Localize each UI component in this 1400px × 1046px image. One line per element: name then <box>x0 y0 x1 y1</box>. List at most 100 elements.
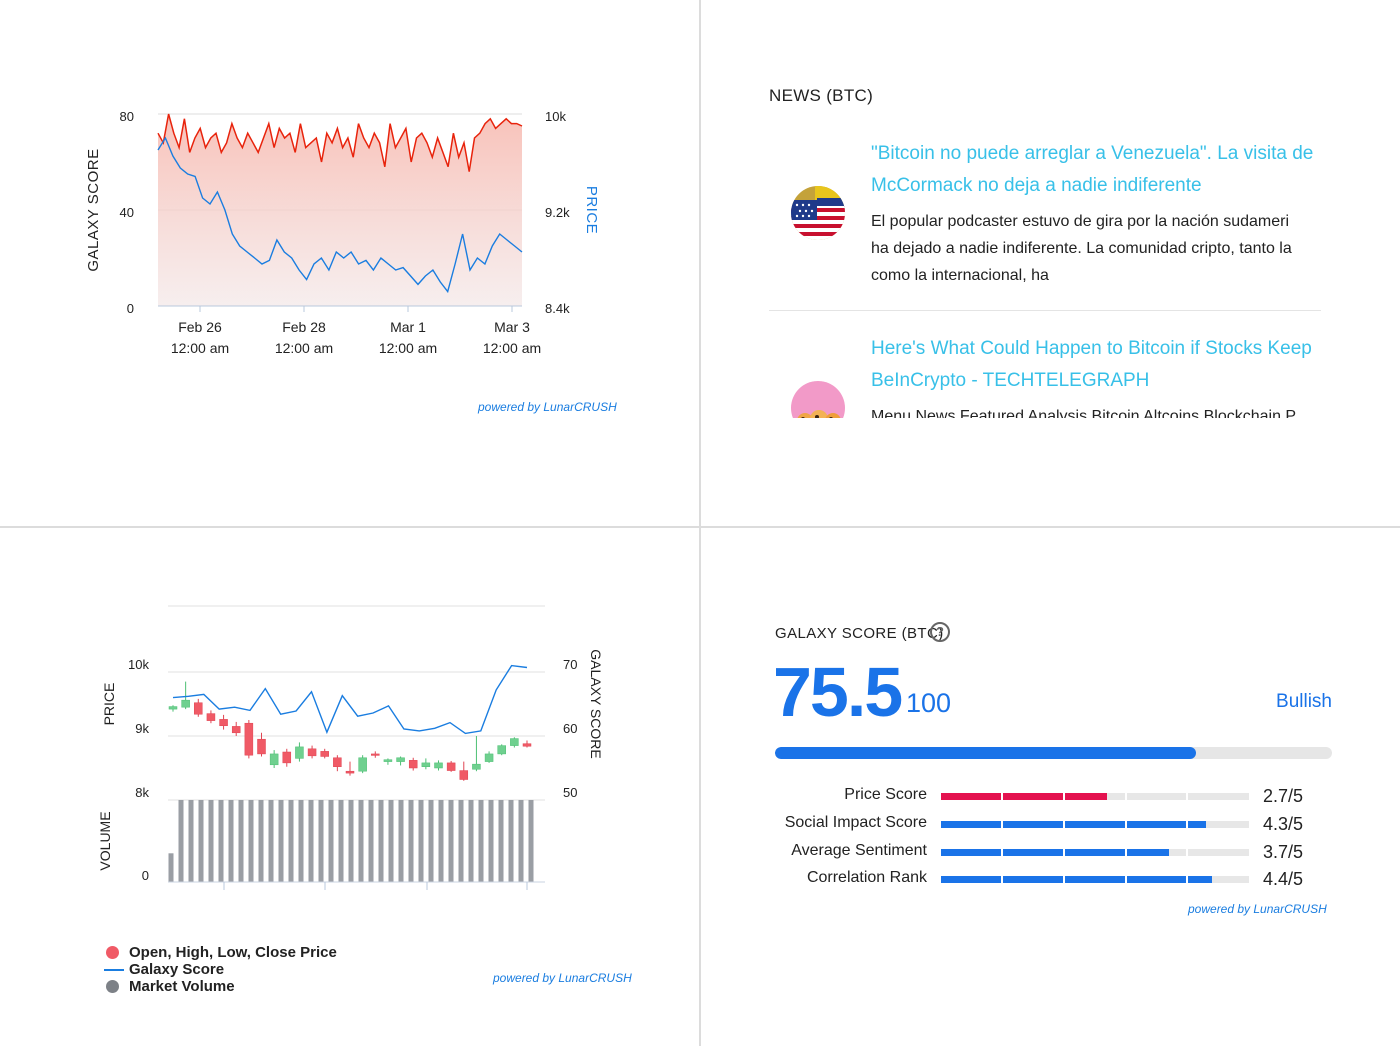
candle <box>269 750 279 768</box>
volume-bar <box>348 800 354 882</box>
metric-row-average-sentiment: Average Sentiment 3.7/5 <box>775 842 1335 864</box>
legend-line-icon <box>104 969 124 971</box>
metric-value: 3.7/5 <box>1263 842 1304 862</box>
candlestick-chart-panel: PRICE VOLUME GALAXY SCORE 10k 9k 8k 0 70… <box>0 528 699 1046</box>
volume-bar <box>298 800 304 882</box>
volume-bar <box>388 800 394 882</box>
metric-label: Price Score <box>844 786 927 803</box>
metric-segment-gap <box>1001 821 1004 828</box>
volume-bar <box>448 800 454 882</box>
candle <box>408 757 418 771</box>
volume-bar <box>468 800 474 882</box>
price-tick-label: 10k <box>128 657 149 672</box>
volume-bar <box>248 800 254 882</box>
metric-segment-gap <box>1062 876 1065 883</box>
candle <box>446 760 456 772</box>
candle <box>459 761 469 781</box>
volume-bar <box>188 800 194 882</box>
x-tick-label: 12:00 am <box>379 340 437 356</box>
volume-bar <box>408 800 414 882</box>
question-circle-icon[interactable]: ? <box>930 622 950 642</box>
news-list: "Bitcoin no puede arreglar a Venezuela".… <box>769 132 1321 418</box>
metric-segment-gap <box>1124 876 1127 883</box>
metric-bar-fill <box>941 849 1169 856</box>
price-candles <box>168 681 532 781</box>
volume-bar <box>228 800 234 882</box>
news-body-line: como la internacional, ha <box>871 267 1049 284</box>
metric-bar <box>941 849 1249 856</box>
metric-segment-gap <box>1001 793 1004 800</box>
flag-avatar-icon <box>791 186 845 240</box>
news-title-line[interactable]: BeInCrypto - TECHTELEGRAPH <box>871 370 1150 391</box>
powered-by-link[interactable]: powered by LunarCRUSH <box>1188 902 1327 916</box>
galaxy-price-chart[interactable]: Feb 26 12:00 am Feb 28 12:00 am Mar 1 12:00 a… <box>0 0 699 526</box>
candle <box>231 721 241 736</box>
news-item[interactable]: Here's What Could Happen to Bitcoin if S… <box>769 327 1321 418</box>
legend-dot-icon <box>106 946 119 959</box>
candle <box>295 742 304 762</box>
right-tick-label: 9.2k <box>545 205 570 220</box>
metric-bar-fill <box>941 876 1213 883</box>
volume-bar <box>358 800 364 882</box>
sentiment-label: Bullish <box>1276 691 1332 712</box>
right-tick-label: 10k <box>545 109 566 124</box>
x-tick-label: Feb 28 <box>282 319 326 335</box>
galaxy-score-line <box>172 664 528 735</box>
volume-bars <box>168 800 534 882</box>
candle <box>345 761 355 776</box>
metric-row-price-score: Price Score 2.7/5 <box>775 786 1335 808</box>
left-tick-label: 40 <box>120 205 134 220</box>
volume-bar <box>378 800 384 882</box>
candle <box>510 737 519 748</box>
legend-item-volume[interactable]: Market Volume <box>104 978 337 995</box>
news-title-line[interactable]: "Bitcoin no puede arreglar a Venezuela".… <box>871 143 1314 164</box>
candle <box>396 756 405 766</box>
news-title-line[interactable]: McCormack no deja a nadie indiferente <box>871 175 1202 196</box>
news-title-line[interactable]: Here's What Could Happen to Bitcoin if S… <box>871 338 1312 359</box>
volume-bar <box>198 800 204 882</box>
candlestick-chart[interactable]: PRICE VOLUME GALAXY SCORE 10k 9k 8k 0 70… <box>0 528 699 928</box>
volume-bar <box>458 800 464 882</box>
legend-item-ohlc[interactable]: Open, High, Low, Close Price <box>104 944 337 961</box>
legend-item-galaxy[interactable]: Galaxy Score <box>104 961 337 978</box>
candle <box>333 755 342 772</box>
powered-by-link[interactable]: powered by LunarCRUSH <box>493 971 632 985</box>
candle <box>484 751 494 763</box>
galaxy-score-value: 75.5 <box>773 653 903 731</box>
volume-bar <box>308 800 314 882</box>
candle <box>472 736 481 772</box>
volume-bar <box>398 800 404 882</box>
powered-by-link[interactable]: powered by LunarCRUSH <box>478 400 617 414</box>
news-item[interactable]: "Bitcoin no puede arreglar a Venezuela".… <box>769 132 1321 311</box>
candle <box>307 745 317 759</box>
news-body-line: El popular podcaster estuvo de gira por … <box>871 213 1290 230</box>
volume-axis-title: VOLUME <box>97 811 113 870</box>
metric-segment-gap <box>1062 793 1065 800</box>
galaxy-tick-label: 70 <box>563 657 577 672</box>
candle <box>244 720 254 759</box>
metric-segment-gap <box>1001 849 1004 856</box>
news-body-line: Menu News Featured Analysis Bitcoin Altc… <box>871 408 1297 418</box>
metric-bar <box>941 821 1249 828</box>
metric-segment-gap <box>1124 849 1127 856</box>
metric-bar <box>941 793 1249 800</box>
x-tick-label: 12:00 am <box>171 340 229 356</box>
volume-bar <box>258 800 264 882</box>
metric-segment-gap <box>1001 876 1004 883</box>
galaxy-price-chart-panel: Feb 26 12:00 am Feb 28 12:00 am Mar 1 12:00 a… <box>0 0 699 526</box>
price-line <box>157 136 523 294</box>
horizontal-divider <box>0 526 1400 528</box>
metric-row-social-impact: Social Impact Score 4.3/5 <box>775 814 1335 836</box>
volume-bar <box>528 800 534 882</box>
volume-bar <box>518 800 524 882</box>
metric-segment-gap <box>1124 793 1127 800</box>
galaxy-score-panel: GALAXY SCORE (BTC) ? 75.5 / 100 Bullish … <box>701 528 1400 1046</box>
metric-bar <box>941 876 1249 883</box>
news-body-line: ha dejado a nadie indiferente. La comuni… <box>871 240 1292 257</box>
price-axis-title: PRICE <box>101 683 117 726</box>
right-axis-title: PRICE <box>583 186 600 234</box>
galaxy-axis-title: GALAXY SCORE <box>588 649 604 758</box>
candle <box>181 681 190 710</box>
volume-bar <box>288 800 294 882</box>
galaxy-tick-label: 60 <box>563 721 577 736</box>
